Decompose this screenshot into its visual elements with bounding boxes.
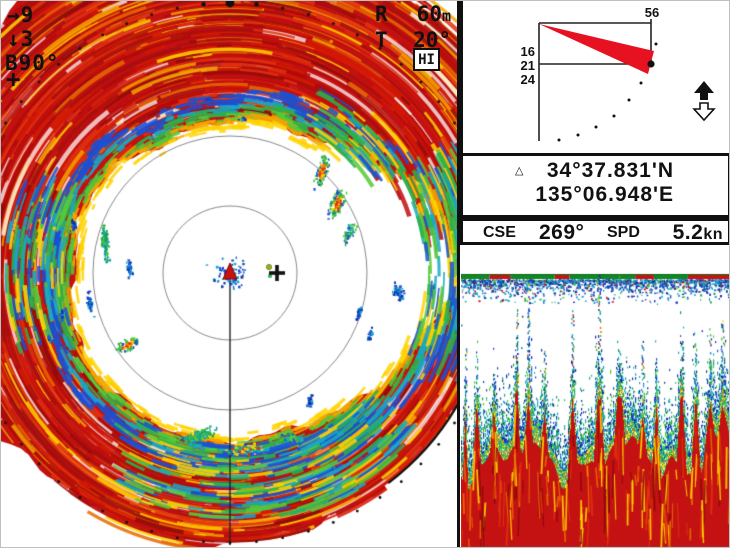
beam-chart xyxy=(538,19,716,142)
depth-marker-label: 56 xyxy=(644,5,660,20)
speed-unit: kn xyxy=(703,226,723,243)
depth-scale-16: 16 xyxy=(520,44,535,59)
beam-cross-section-panel: 56 16 21 24 xyxy=(460,1,729,156)
tilt-step-readout: ↓3 xyxy=(7,27,35,51)
echo-sounder-display xyxy=(461,253,729,547)
tilt-label: T xyxy=(375,28,388,52)
scroll-up-arrow-icon[interactable] xyxy=(694,81,714,100)
range-readout: R 60m xyxy=(375,2,451,28)
train-step-readout: →9 xyxy=(7,3,35,27)
bearing-readout: B90° xyxy=(5,51,60,75)
course-value: 269° xyxy=(539,221,585,244)
depth-scale-21: 21 xyxy=(520,58,535,73)
panel-divider xyxy=(457,1,460,547)
longitude-readout: 135°06.948'E xyxy=(535,183,674,206)
speed-value: 5.2kn xyxy=(672,221,723,244)
speed-label: SPD xyxy=(607,224,640,241)
sonar-ppi-display[interactable] xyxy=(1,1,457,547)
range-label: R xyxy=(375,2,388,26)
cursor-mark-icon: + xyxy=(6,65,22,93)
mode-badge: HI xyxy=(413,48,440,71)
ship-position-marker-icon: △ xyxy=(515,165,524,177)
scroll-down-arrow-icon[interactable] xyxy=(692,102,716,122)
depth-scale-24: 24 xyxy=(520,72,535,87)
position-panel: △ 34°37.831'N 135°06.948'E xyxy=(460,156,729,218)
nav-data-panel: CSE 269° SPD 5.2kn xyxy=(460,218,729,245)
latitude-readout: 34°37.831'N xyxy=(546,159,674,182)
range-unit: m xyxy=(441,7,451,25)
course-label: CSE xyxy=(483,224,516,241)
range-value: 60m xyxy=(416,2,451,26)
